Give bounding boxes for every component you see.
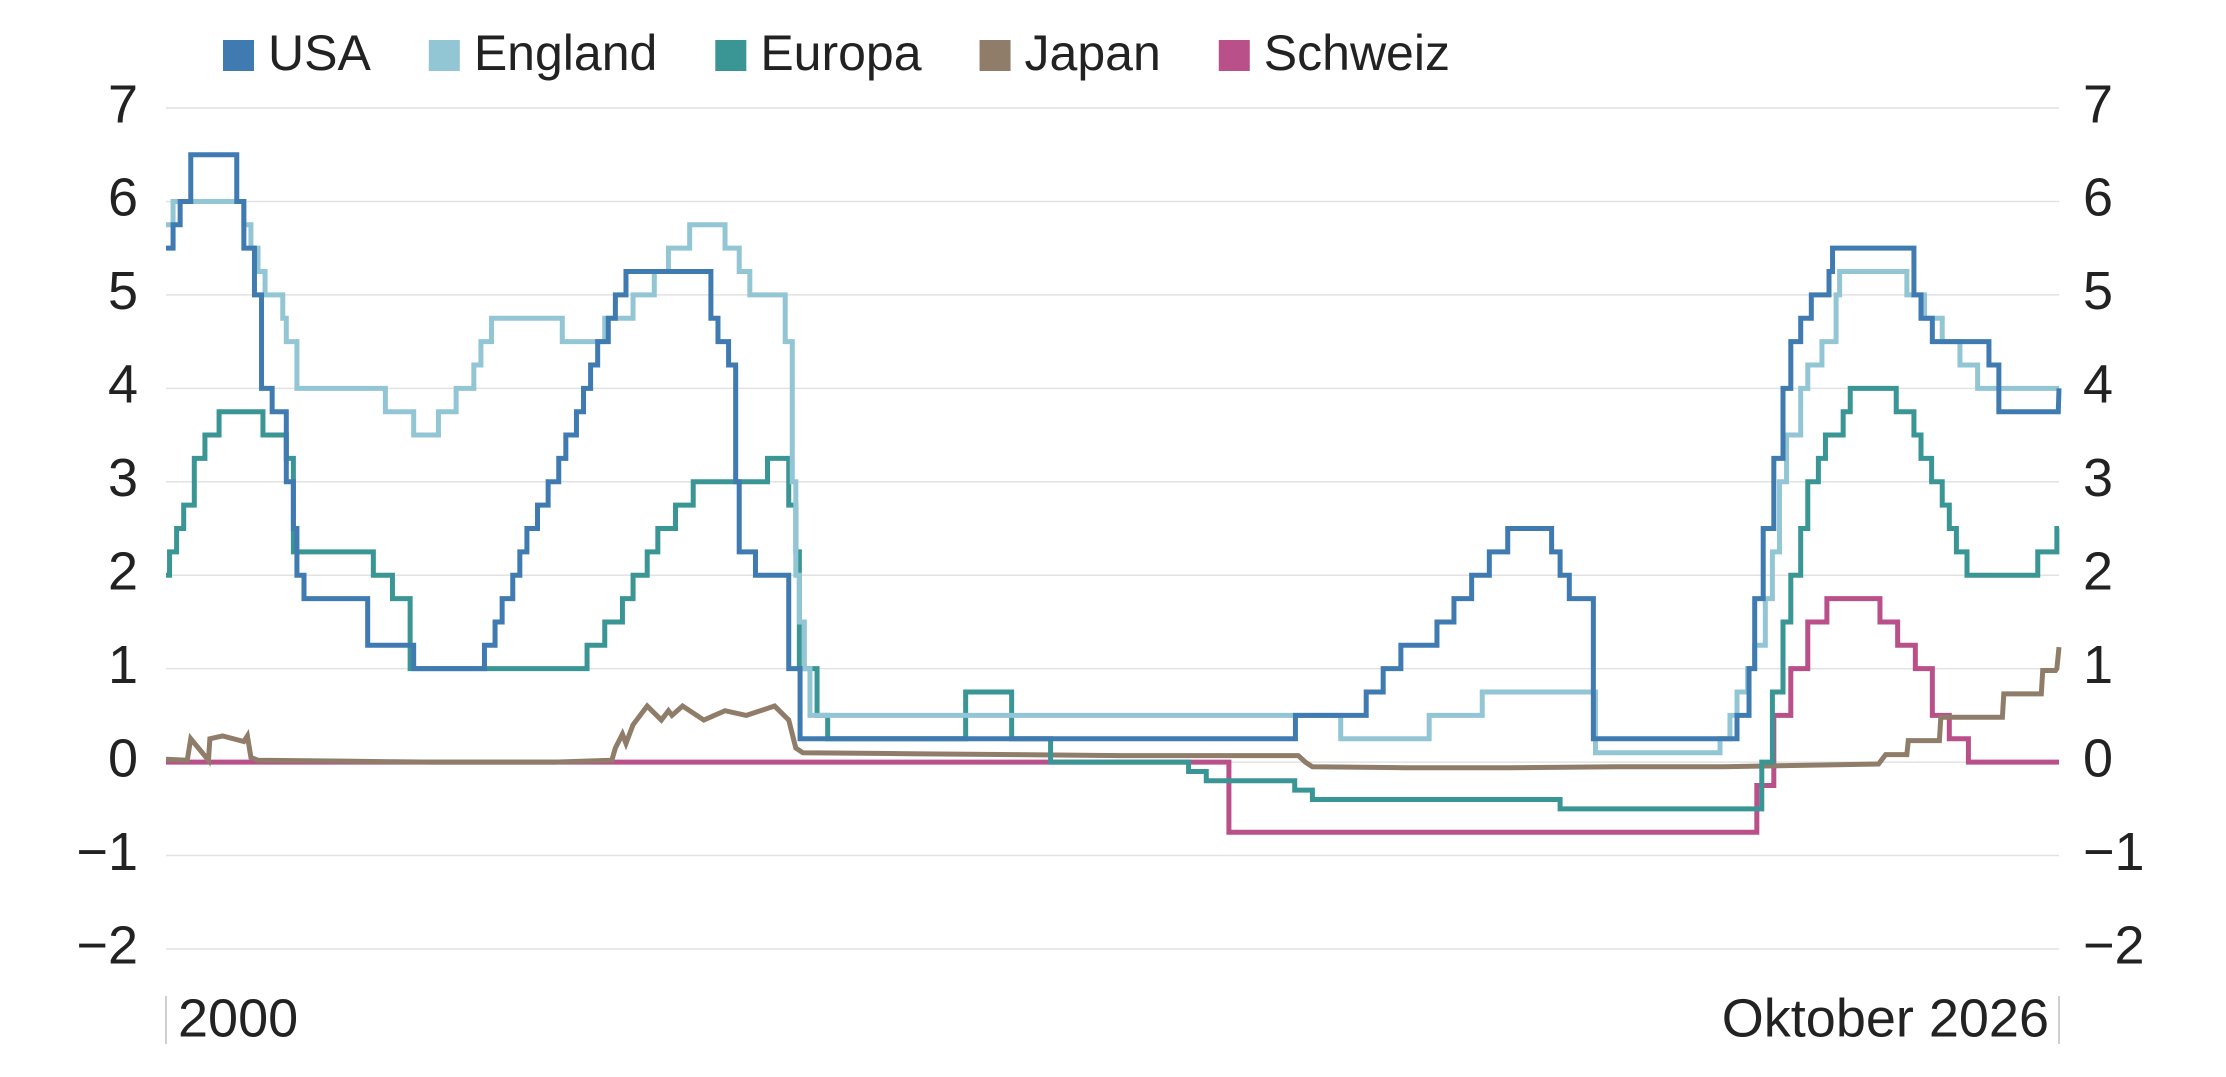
line-series: [166, 152, 2062, 742]
legend-label: Japan: [1025, 25, 1161, 81]
y-tick-label: 3: [108, 448, 138, 508]
y2-tick-label: 7: [2083, 74, 2113, 134]
legend-label: Europa: [760, 25, 921, 81]
y-tick-label: −2: [76, 915, 138, 975]
y-tick-label: 7: [108, 74, 138, 134]
legend-swatch: [428, 40, 460, 71]
line-series: [166, 198, 2059, 756]
y2-tick-label: 0: [2083, 728, 2113, 788]
y-tick-label: 2: [108, 541, 138, 601]
y2-tick-label: 3: [2083, 448, 2113, 508]
y-tick-label: 5: [108, 261, 138, 321]
y2-tick-label: −2: [2083, 915, 2145, 975]
y2-tick-label: 6: [2083, 168, 2113, 228]
y-tick-label: 0: [108, 728, 138, 788]
legend-swatch: [223, 40, 254, 71]
legend-label: England: [474, 25, 658, 81]
y2-tick-label: 5: [2083, 261, 2113, 321]
y-tick-label: −1: [76, 822, 138, 882]
x-tick-label: 2000: [178, 988, 298, 1048]
x-tick-label: Oktober 2026: [1722, 988, 2049, 1048]
line-series: [166, 385, 2060, 812]
legend-swatch: [1218, 40, 1250, 71]
y-tick-label: 4: [108, 355, 138, 415]
legend-label: USA: [268, 25, 371, 81]
legend-label: Schweiz: [1264, 25, 1450, 81]
y2-tick-label: 2: [2083, 541, 2113, 601]
y-tick-label: 6: [108, 168, 138, 228]
y2-tick-label: 4: [2083, 355, 2113, 415]
y2-tick-label: 1: [2083, 635, 2113, 695]
y-tick-label: 1: [108, 635, 138, 695]
legend-swatch: [715, 40, 747, 71]
legend-swatch: [979, 40, 1011, 71]
y2-tick-label: −1: [2083, 822, 2145, 882]
line-series: [165, 646, 2062, 771]
